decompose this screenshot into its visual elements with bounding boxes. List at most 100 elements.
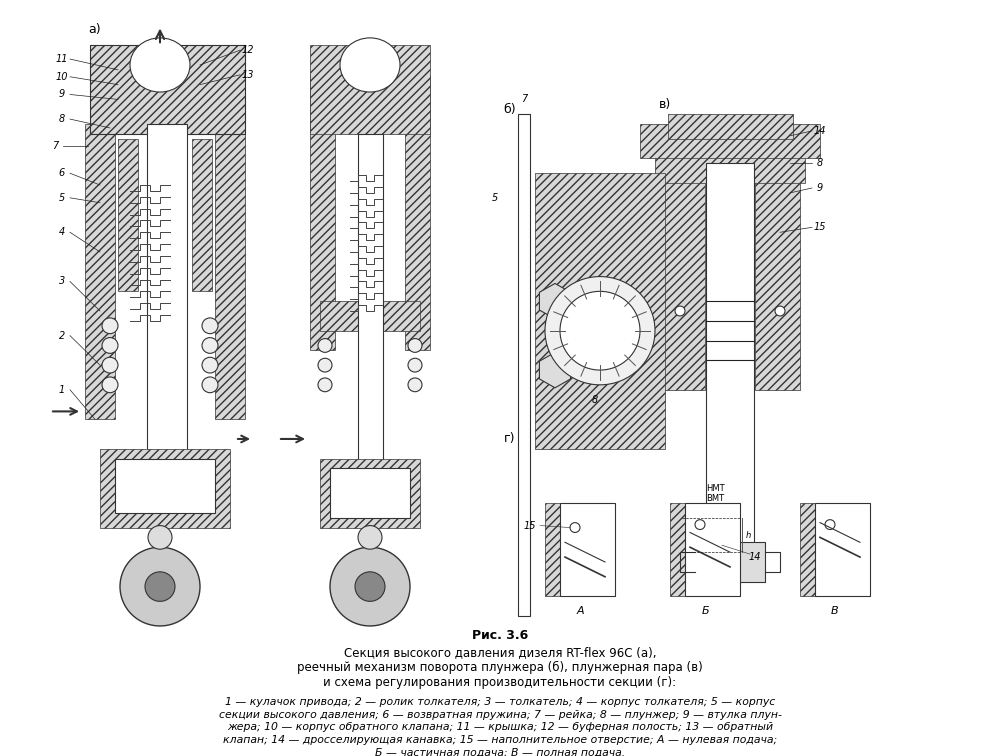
Text: 4: 4 bbox=[59, 228, 65, 237]
Circle shape bbox=[102, 358, 118, 373]
Circle shape bbox=[330, 547, 410, 626]
Bar bbox=[310, 75, 335, 350]
Text: 5: 5 bbox=[492, 193, 498, 203]
Text: 6: 6 bbox=[59, 169, 65, 178]
Circle shape bbox=[825, 519, 835, 529]
Text: 9: 9 bbox=[817, 183, 823, 193]
Bar bbox=[695, 542, 765, 581]
Bar bbox=[855, 503, 870, 596]
Circle shape bbox=[408, 378, 422, 392]
Text: секции высокого давления; 6 — возвратная пружина; 7 — рейка; 8 — плунжер; 9 — вт: секции высокого давления; 6 — возвратная… bbox=[219, 710, 781, 720]
Circle shape bbox=[355, 572, 385, 601]
Bar bbox=[685, 503, 740, 596]
Circle shape bbox=[358, 525, 382, 549]
Text: Рис. 3.6: Рис. 3.6 bbox=[472, 629, 528, 643]
Bar bbox=[545, 503, 560, 596]
Text: г): г) bbox=[504, 432, 516, 445]
Circle shape bbox=[318, 378, 332, 392]
Text: 7: 7 bbox=[52, 141, 58, 150]
Circle shape bbox=[775, 306, 785, 316]
Text: в): в) bbox=[659, 98, 671, 111]
Bar bbox=[755, 173, 800, 390]
Bar bbox=[725, 503, 740, 596]
Text: 3: 3 bbox=[59, 277, 65, 287]
Text: 8: 8 bbox=[592, 395, 598, 404]
Circle shape bbox=[560, 291, 640, 370]
Text: 11: 11 bbox=[56, 54, 68, 64]
Circle shape bbox=[202, 318, 218, 333]
Bar bbox=[668, 114, 793, 139]
Text: 1 — кулачок привода; 2 — ролик толкателя; 3 — толкатель; 4 — корпус толкателя; 5: 1 — кулачок привода; 2 — ролик толкателя… bbox=[225, 697, 775, 707]
Text: реечный механизм поворота плунжера (б), плунжерная пара (в): реечный механизм поворота плунжера (б), … bbox=[297, 661, 703, 674]
Text: Б: Б bbox=[701, 606, 709, 616]
Bar bbox=[320, 459, 420, 528]
Text: ВМТ: ВМТ bbox=[706, 494, 724, 503]
Circle shape bbox=[545, 277, 655, 385]
Text: 15: 15 bbox=[814, 222, 826, 232]
Circle shape bbox=[570, 522, 580, 532]
Circle shape bbox=[102, 338, 118, 353]
Bar bbox=[815, 503, 870, 596]
Ellipse shape bbox=[340, 38, 400, 92]
Text: НМТ: НМТ bbox=[706, 484, 724, 493]
Bar bbox=[90, 45, 245, 134]
Text: жера; 10 — корпус обратного клапана; 11 — крышка; 12 — буферная полость; 13 — об: жера; 10 — корпус обратного клапана; 11 … bbox=[227, 722, 773, 733]
Bar bbox=[405, 75, 430, 350]
Circle shape bbox=[408, 358, 422, 372]
Bar bbox=[118, 139, 138, 291]
Text: 12: 12 bbox=[242, 45, 254, 55]
Bar bbox=[560, 503, 615, 596]
Circle shape bbox=[695, 519, 705, 529]
Circle shape bbox=[202, 338, 218, 353]
Text: 14: 14 bbox=[749, 552, 761, 562]
Text: б): б) bbox=[504, 103, 516, 116]
Text: В: В bbox=[831, 606, 839, 616]
Text: 8: 8 bbox=[59, 114, 65, 124]
Text: 14: 14 bbox=[814, 126, 826, 136]
Text: 15: 15 bbox=[524, 521, 536, 531]
Text: 9: 9 bbox=[59, 89, 65, 100]
Bar bbox=[192, 139, 212, 291]
Bar bbox=[310, 45, 430, 134]
Circle shape bbox=[120, 547, 200, 626]
Text: и схема регулирования производительности секции (г):: и схема регулирования производительности… bbox=[323, 676, 677, 689]
Bar bbox=[535, 173, 665, 449]
Bar bbox=[640, 124, 820, 159]
Text: 8: 8 bbox=[817, 158, 823, 169]
Bar bbox=[90, 45, 245, 134]
Bar bbox=[320, 301, 420, 330]
Circle shape bbox=[202, 358, 218, 373]
Bar bbox=[600, 503, 615, 596]
Text: 1: 1 bbox=[59, 385, 65, 395]
Bar bbox=[706, 163, 754, 547]
Text: Секция высокого давления дизеля RT-flex 96C (а),: Секция высокого давления дизеля RT-flex … bbox=[344, 646, 656, 659]
Bar bbox=[670, 503, 685, 596]
Bar bbox=[800, 503, 815, 596]
Circle shape bbox=[408, 339, 422, 352]
Text: 2: 2 bbox=[59, 330, 65, 341]
Text: Б — частичная подача; В — полная подача.: Б — частичная подача; В — полная подача. bbox=[375, 748, 625, 756]
Bar bbox=[655, 134, 805, 183]
Bar bbox=[330, 469, 410, 518]
Bar bbox=[115, 459, 215, 513]
Bar bbox=[85, 124, 115, 420]
Text: клапан; 14 — дросселирующая канавка; 15 — наполнительное отверстие; А — нулевая : клапан; 14 — дросселирующая канавка; 15 … bbox=[223, 735, 777, 745]
Circle shape bbox=[202, 377, 218, 392]
Bar bbox=[147, 124, 187, 459]
Bar bbox=[660, 173, 705, 390]
Circle shape bbox=[318, 358, 332, 372]
Text: 10: 10 bbox=[56, 72, 68, 82]
Text: h: h bbox=[745, 531, 751, 540]
Bar bbox=[518, 114, 530, 616]
Bar bbox=[358, 134, 383, 469]
Circle shape bbox=[675, 306, 685, 316]
Circle shape bbox=[102, 318, 118, 333]
Circle shape bbox=[102, 377, 118, 392]
Bar bbox=[215, 124, 245, 420]
Text: 7: 7 bbox=[521, 94, 527, 104]
Circle shape bbox=[145, 572, 175, 601]
Text: А: А bbox=[576, 606, 584, 616]
Bar bbox=[100, 449, 230, 528]
Circle shape bbox=[318, 339, 332, 352]
Text: 5: 5 bbox=[59, 193, 65, 203]
